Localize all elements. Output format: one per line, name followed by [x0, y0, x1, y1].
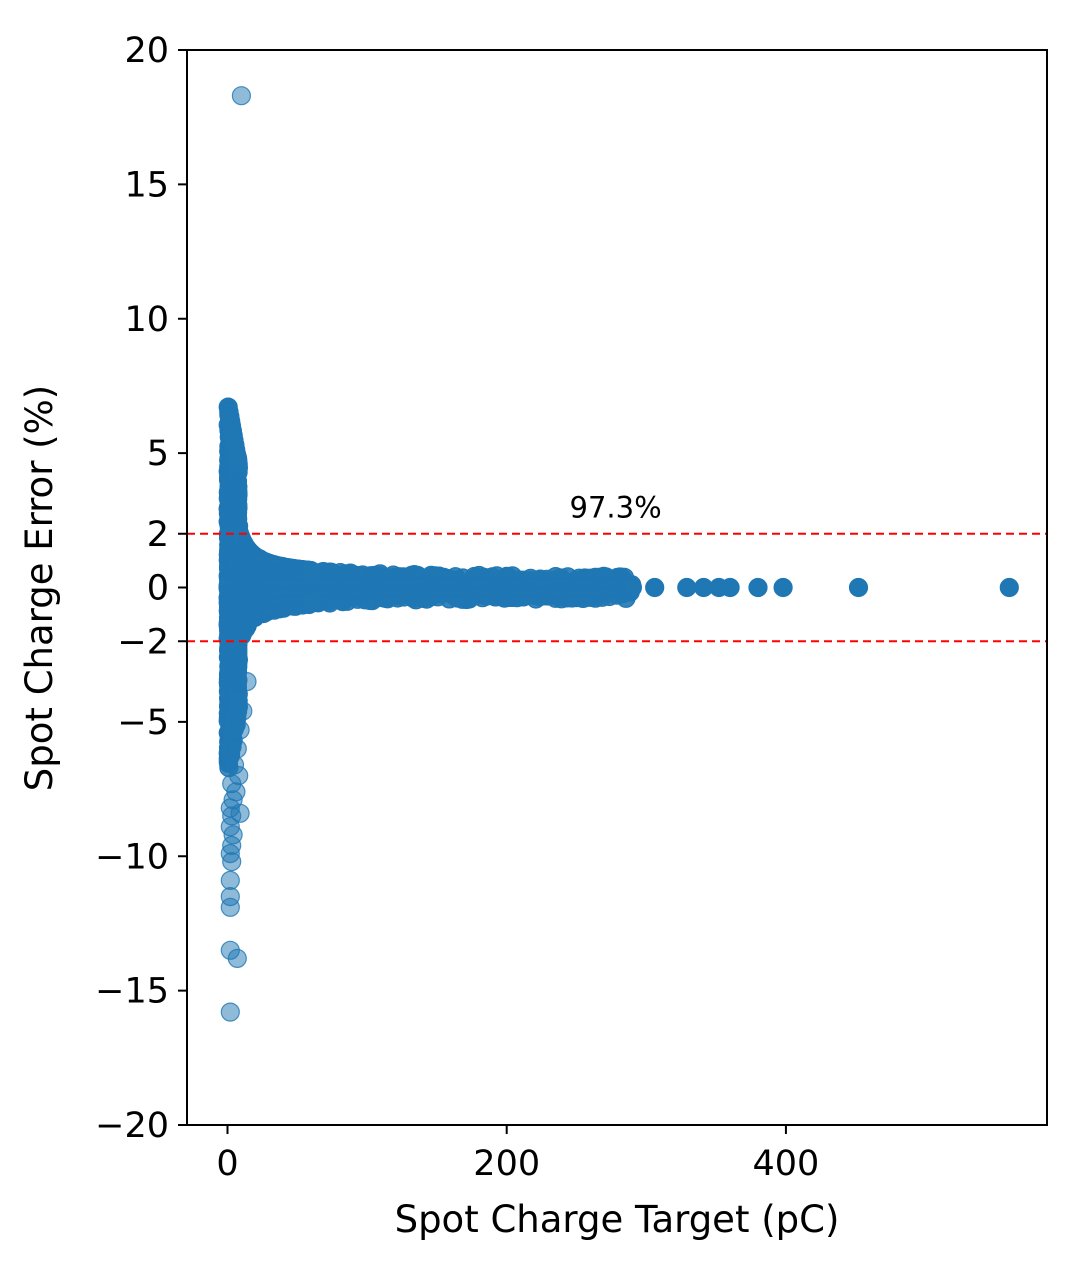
data-point: [228, 498, 248, 518]
data-point: [677, 577, 697, 598]
data-point: [224, 755, 245, 775]
data-point: [227, 739, 247, 759]
data-point: [748, 577, 768, 598]
data-point: [622, 577, 643, 598]
x-tick-label: 0: [216, 1144, 238, 1184]
y-tick-label: 2: [147, 515, 169, 555]
data-point: [228, 477, 248, 497]
data-point: [773, 577, 793, 598]
x-tick-label: 200: [473, 1144, 540, 1184]
data-point: [220, 940, 240, 960]
data-point: [301, 593, 321, 613]
y-tick-label: 10: [124, 300, 169, 340]
y-axis-label: Spot Charge Error (%): [18, 385, 61, 791]
data-point: [720, 577, 740, 598]
y-tick-label: 0: [147, 569, 169, 609]
data-point: [999, 577, 1019, 598]
reference-lines: [187, 532, 1047, 643]
plot-area: [218, 86, 1019, 1022]
y-tick-label: −15: [95, 972, 169, 1012]
y-tick-label: 15: [124, 165, 169, 205]
data-point: [230, 720, 250, 740]
y-tick-label: −2: [117, 622, 169, 662]
data-point: [220, 886, 240, 907]
data-point: [301, 560, 321, 581]
x-axis-label: Spot Charge Target (pC): [395, 1198, 840, 1241]
x-tick-label: 400: [753, 1144, 820, 1184]
y-tick-label: −20: [95, 1106, 169, 1146]
y-tick-label: 5: [147, 434, 169, 474]
data-point: [237, 671, 257, 692]
annotations: 97.3%: [570, 491, 662, 525]
annotation-label: 97.3%: [570, 491, 662, 525]
data-point: [220, 1002, 240, 1022]
data-point: [848, 577, 869, 598]
data-point: [645, 577, 665, 598]
y-tick-label: 20: [124, 31, 169, 71]
data-point: [233, 701, 253, 721]
data-point: [228, 454, 248, 474]
y-tick-label: −5: [117, 703, 169, 743]
y-tick-label: −10: [95, 837, 169, 877]
data-point: [231, 86, 251, 106]
data-point: [220, 870, 240, 891]
